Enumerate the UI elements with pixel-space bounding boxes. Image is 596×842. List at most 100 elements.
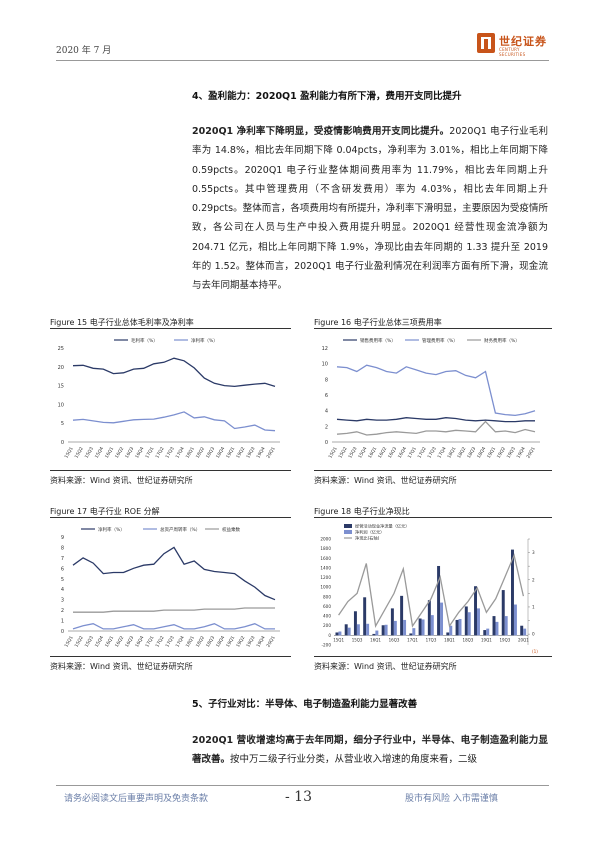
company-logo: 世纪证券 CENTURY SECURITIES (477, 33, 547, 57)
footer-disclaimer-link[interactable]: 请务必阅读文后重要声明及免责条款 (64, 794, 209, 804)
fig18-bar-0-15Q1 (335, 632, 339, 636)
fig16-xtick-13: 18Q2 (456, 446, 467, 460)
fig18-xtick-12: 18Q1 (444, 637, 455, 642)
fig18-ytick-7: 1200 (320, 575, 331, 580)
fig17-series-2-line (73, 607, 275, 613)
fig17-ytick-8: 8 (61, 545, 64, 551)
fig17-xtick-19: 19Q4 (255, 635, 266, 649)
section-5-title: 5、子行业对比：半导体、电子制造盈利能力显著改善 (192, 699, 418, 710)
fig18-bar-0-15Q3 (353, 611, 357, 636)
fig16-xtick-5: 16Q2 (377, 446, 388, 460)
fig16-ytick-0: 0 (325, 440, 328, 446)
fig16-series-0-line (336, 417, 535, 423)
fig16-ytick-1: 2 (325, 424, 328, 430)
fig18-ytick-11: 2000 (320, 537, 331, 542)
fig18-ytick-2: 200 (323, 623, 331, 628)
fig18-bar-1-16Q2 (384, 624, 388, 636)
fig18-bar-1-19Q4 (513, 604, 517, 636)
fig17-xtick-12: 18Q1 (185, 635, 196, 649)
fig18-ytick-9: 1600 (320, 556, 331, 561)
fig17-source: 资料来源：Wind 资讯、世纪证券研究所 (50, 662, 193, 671)
fig16-xtick-19: 19Q4 (516, 446, 527, 460)
fig18-bar-0-19Q2 (492, 616, 496, 636)
fig15-xtick-15: 18Q4 (215, 446, 226, 460)
fig15-title: Figure 15 电子行业总体毛利率及净利率 (50, 318, 194, 327)
fig15-xtick-10: 17Q3 (164, 446, 175, 460)
fig17-xtick-7: 16Q4 (134, 635, 145, 649)
fig16-xtick-2: 15Q3 (347, 446, 358, 460)
logo-mark-icon (477, 33, 495, 53)
fig18-ytick-3: 400 (323, 614, 331, 619)
fig15-xtick-14: 18Q3 (205, 446, 216, 460)
fig17-xtick-8: 17Q1 (144, 635, 155, 649)
fig16-xtick-6: 16Q3 (387, 446, 398, 460)
fig17-series-0-line (72, 546, 276, 601)
fig16-xtick-18: 19Q3 (506, 446, 517, 460)
fig15-xtick-19: 19Q4 (255, 446, 266, 460)
fig18-bar-1-20Q1 (523, 628, 527, 636)
fig18-xtick-20: 20Q1 (518, 637, 529, 642)
fig18-y2tick-0: 0 (532, 632, 535, 637)
fig18-y2-bottom-label: (1) (532, 649, 538, 654)
fig18-ytick-5: 800 (323, 594, 331, 599)
paragraph-lead: 2020Q1 净利率下降明显，受疫情影响费用开支同比提升。 (192, 126, 450, 137)
fig18-bar-0-17Q2 (418, 618, 422, 636)
fig15-ytick-2: 10 (58, 402, 64, 408)
fig18-bar-1-19Q3 (504, 616, 508, 636)
fig18-bar-0-18Q2 (455, 619, 459, 636)
fig18-bar-1-16Q4 (403, 619, 407, 636)
fig18-bar-1-17Q2 (421, 619, 425, 636)
fig17-ytick-2: 2 (61, 608, 64, 614)
fig15-xtick-5: 16Q2 (114, 446, 125, 460)
fig18-legend-swatch-1 (344, 530, 352, 534)
fig18-ytick-0: -200 (321, 643, 331, 648)
fig16-ytick-6: 12 (322, 346, 328, 352)
fig18-bar-1-16Q1 (375, 630, 379, 636)
fig17-legend-label-0: 净利率（%） (98, 526, 125, 533)
fig18-bar-0-19Q1 (483, 630, 487, 636)
fig15-ytick-3: 15 (58, 384, 64, 390)
fig16-xtick-16: 19Q1 (486, 446, 497, 460)
fig15-xtick-6: 16Q3 (124, 446, 135, 460)
fig18-bar-1-17Q4 (440, 602, 444, 636)
fig15-xtick-12: 18Q1 (185, 446, 196, 460)
fig17-xtick-4: 16Q1 (104, 635, 115, 649)
fig17-chart: 0 1 2 3 4 5 6 7 8 9 15Q1 15Q2 15Q3 15Q4 16Q1 16Q2 16Q3 16… (61, 526, 280, 649)
fig18-bar-0-17Q1 (409, 633, 413, 636)
fig17-ytick-0: 0 (61, 629, 64, 635)
fig17-ytick-9: 9 (61, 535, 64, 541)
logo-text-cn: 世纪证券 (499, 35, 547, 48)
fig18-bar-0-17Q3 (427, 600, 431, 636)
fig15-xtick-4: 16Q1 (104, 446, 115, 460)
fig17-ytick-7: 7 (61, 556, 64, 562)
fig15-bottom-rule (50, 470, 291, 471)
fig17-xtick-16: 19Q1 (225, 635, 236, 649)
fig18-bar-1-16Q3 (393, 620, 397, 636)
fig16-series-2-line (336, 420, 536, 436)
fig18-xtick-8: 17Q1 (407, 637, 418, 642)
fig18-xtick-16: 19Q1 (481, 637, 492, 642)
fig18-xtick-14: 18Q3 (463, 637, 474, 642)
fig18-bar-0-16Q2 (381, 625, 385, 636)
fig15-xtick-16: 19Q1 (225, 446, 236, 460)
fig15-xtick-8: 17Q1 (144, 446, 155, 460)
fig18-bar-0-18Q4 (474, 586, 478, 636)
fig18-bar-1-18Q2 (458, 618, 462, 636)
fig18-bar-1-15Q1 (338, 631, 342, 636)
fig15-xtick-1: 15Q2 (74, 446, 85, 460)
logo-text-en: CENTURY SECURITIES (499, 47, 526, 57)
header-divider (56, 60, 549, 61)
fig18-bar-0-15Q2 (344, 624, 348, 636)
fig16-source: 资料来源：Wind 资讯、世纪证券研究所 (314, 476, 457, 485)
fig16-ytick-3: 6 (325, 393, 328, 399)
fig18-xtick-6: 16Q3 (389, 637, 400, 642)
fig17-xtick-9: 17Q2 (154, 635, 165, 649)
fig18-bar-1-18Q1 (449, 625, 453, 636)
fig18-bar-0-18Q3 (464, 606, 468, 636)
fig18-bar-0-17Q4 (437, 565, 441, 636)
fig17-ytick-5: 5 (61, 577, 64, 583)
fig18-source: 资料来源：Wind 资讯、世纪证券研究所 (314, 662, 457, 671)
fig15-xtick-7: 16Q4 (134, 446, 145, 460)
fig17-ytick-1: 1 (61, 619, 64, 625)
fig18-y2tick-6: 3 (532, 550, 535, 555)
